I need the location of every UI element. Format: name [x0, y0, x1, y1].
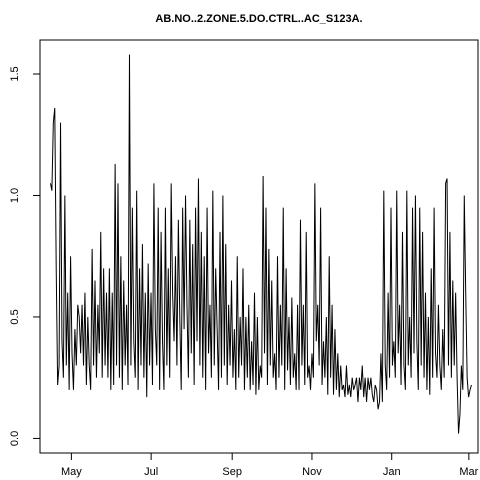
plot-frame — [39, 39, 479, 454]
x-tick-label: Mar — [459, 466, 478, 478]
chart-title: AB.NO..2.ZONE.5.DO.CTRL..AC_S123A. — [155, 13, 362, 25]
x-tick-label: May — [61, 466, 82, 478]
y-axis: 0.0 0.5 1.0 1.5 — [9, 66, 40, 446]
y-tick-label: 1.5 — [9, 66, 21, 81]
y-tick-label: 0.5 — [9, 309, 21, 324]
x-tick-label: Sep — [222, 466, 242, 478]
series-line — [49, 54, 472, 434]
x-tick-label: Jul — [144, 466, 158, 478]
y-tick-label: 0.0 — [9, 431, 21, 446]
x-tick-label: Jan — [383, 466, 401, 478]
x-tick-label: Nov — [302, 466, 322, 478]
x-axis: May Jul Sep Nov Jan Mar — [61, 453, 479, 478]
y-tick-label: 1.0 — [9, 188, 21, 203]
